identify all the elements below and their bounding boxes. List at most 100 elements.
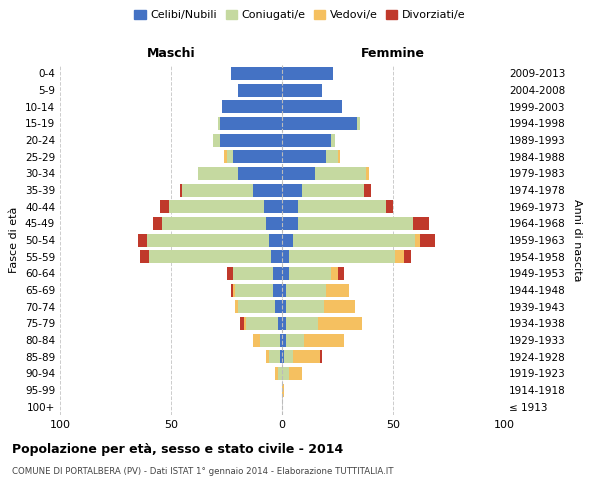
Bar [282, 200, 298, 213]
Bar [146, 234, 269, 246]
Bar [413, 217, 428, 230]
Bar [220, 134, 282, 146]
Bar [275, 300, 282, 313]
Bar [269, 234, 282, 246]
Bar [298, 217, 413, 230]
Bar [286, 300, 324, 313]
Bar [282, 250, 289, 263]
Bar [247, 317, 278, 330]
Bar [317, 317, 362, 330]
Bar [282, 234, 293, 246]
Bar [278, 367, 282, 380]
Bar [227, 267, 233, 280]
Bar [169, 200, 264, 213]
Bar [140, 250, 149, 263]
Bar [222, 100, 282, 113]
Bar [326, 284, 349, 296]
Bar [282, 217, 298, 230]
Text: Femmine: Femmine [361, 47, 425, 60]
Legend: Celibi/Nubili, Coniugati/e, Vedovi/e, Divorziati/e: Celibi/Nubili, Coniugati/e, Vedovi/e, Di… [130, 6, 470, 25]
Bar [275, 367, 278, 380]
Bar [304, 334, 344, 346]
Bar [160, 200, 169, 213]
Bar [182, 184, 253, 196]
Bar [302, 184, 364, 196]
Bar [149, 250, 271, 263]
Bar [273, 267, 282, 280]
Bar [419, 234, 435, 246]
Bar [153, 217, 162, 230]
Bar [218, 117, 220, 130]
Bar [282, 384, 284, 396]
Bar [282, 167, 316, 180]
Bar [282, 184, 302, 196]
Bar [386, 200, 393, 213]
Bar [264, 200, 282, 213]
Bar [282, 317, 286, 330]
Bar [286, 284, 326, 296]
Bar [282, 117, 358, 130]
Bar [331, 267, 338, 280]
Bar [244, 317, 247, 330]
Bar [266, 350, 269, 363]
Bar [233, 284, 235, 296]
Bar [286, 334, 304, 346]
Bar [331, 134, 335, 146]
Bar [269, 350, 280, 363]
Bar [138, 234, 146, 246]
Bar [238, 84, 282, 96]
Bar [224, 150, 227, 163]
Bar [231, 67, 282, 80]
Bar [282, 67, 333, 80]
Bar [235, 284, 273, 296]
Bar [337, 150, 340, 163]
Bar [415, 234, 419, 246]
Bar [282, 84, 322, 96]
Y-axis label: Anni di nascita: Anni di nascita [572, 198, 582, 281]
Bar [286, 317, 317, 330]
Bar [367, 167, 368, 180]
Bar [404, 250, 411, 263]
Bar [364, 184, 371, 196]
Bar [289, 367, 302, 380]
Bar [289, 250, 395, 263]
Text: Maschi: Maschi [146, 47, 196, 60]
Bar [324, 300, 355, 313]
Bar [253, 184, 282, 196]
Bar [282, 300, 286, 313]
Bar [326, 150, 337, 163]
Bar [395, 250, 404, 263]
Bar [280, 334, 282, 346]
Bar [293, 234, 415, 246]
Bar [260, 334, 280, 346]
Bar [231, 284, 233, 296]
Bar [280, 350, 282, 363]
Bar [282, 267, 289, 280]
Bar [358, 117, 360, 130]
Bar [282, 134, 331, 146]
Bar [282, 100, 342, 113]
Bar [235, 300, 238, 313]
Bar [238, 167, 282, 180]
Bar [337, 267, 344, 280]
Bar [240, 317, 244, 330]
Bar [282, 334, 286, 346]
Bar [284, 350, 293, 363]
Bar [282, 284, 286, 296]
Bar [298, 200, 386, 213]
Bar [227, 150, 233, 163]
Bar [220, 117, 282, 130]
Text: COMUNE DI PORTALBERA (PV) - Dati ISTAT 1° gennaio 2014 - Elaborazione TUTTITALIA: COMUNE DI PORTALBERA (PV) - Dati ISTAT 1… [12, 468, 394, 476]
Bar [316, 167, 367, 180]
Y-axis label: Fasce di età: Fasce di età [10, 207, 19, 273]
Bar [282, 350, 284, 363]
Bar [233, 150, 282, 163]
Bar [253, 334, 260, 346]
Bar [162, 217, 266, 230]
Bar [282, 367, 289, 380]
Bar [197, 167, 238, 180]
Text: Popolazione per età, sesso e stato civile - 2014: Popolazione per età, sesso e stato civil… [12, 442, 343, 456]
Bar [282, 150, 326, 163]
Bar [238, 300, 275, 313]
Bar [213, 134, 220, 146]
